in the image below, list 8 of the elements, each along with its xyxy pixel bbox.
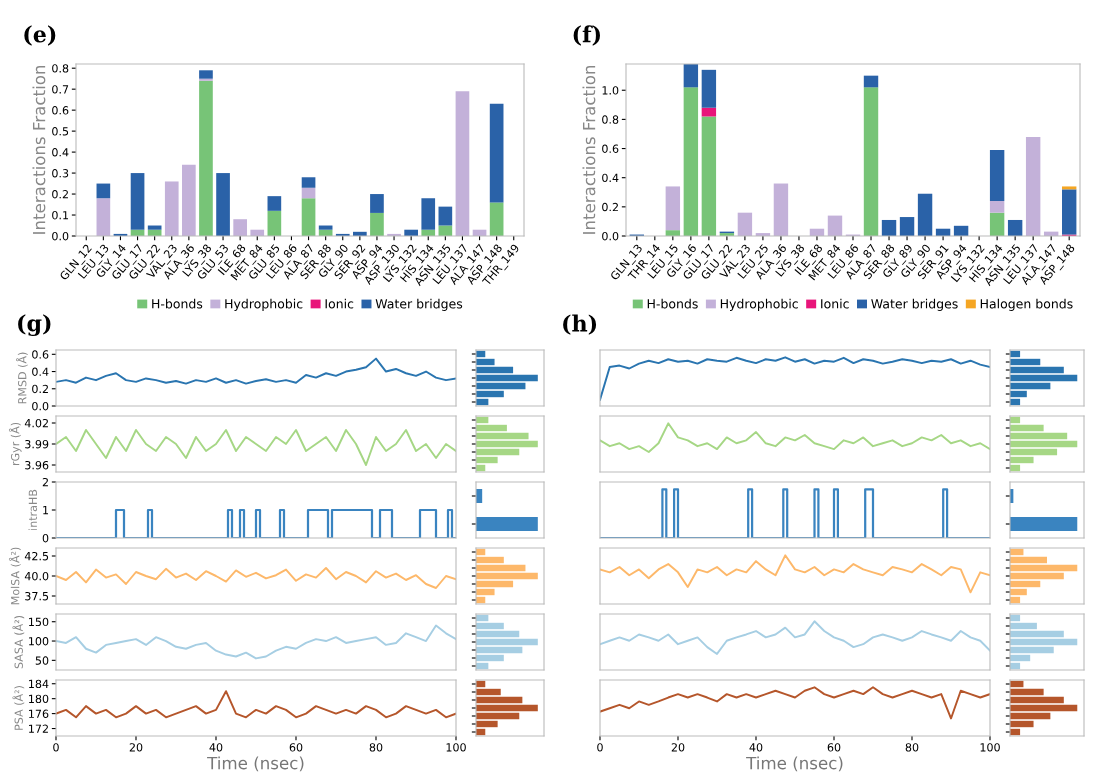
x-axis-title: Time (nsec) <box>207 756 304 772</box>
chart-title: (h) <box>563 314 597 335</box>
y-axis-title: Interactions Fraction <box>32 65 46 234</box>
x-axis-title: Time (nsec) <box>746 756 843 772</box>
chart-title: (f) <box>573 25 600 46</box>
chart-title: (g) <box>18 314 51 336</box>
chart-title: (e) <box>24 25 56 46</box>
y-axis-title: Interactions Fraction <box>582 65 596 234</box>
